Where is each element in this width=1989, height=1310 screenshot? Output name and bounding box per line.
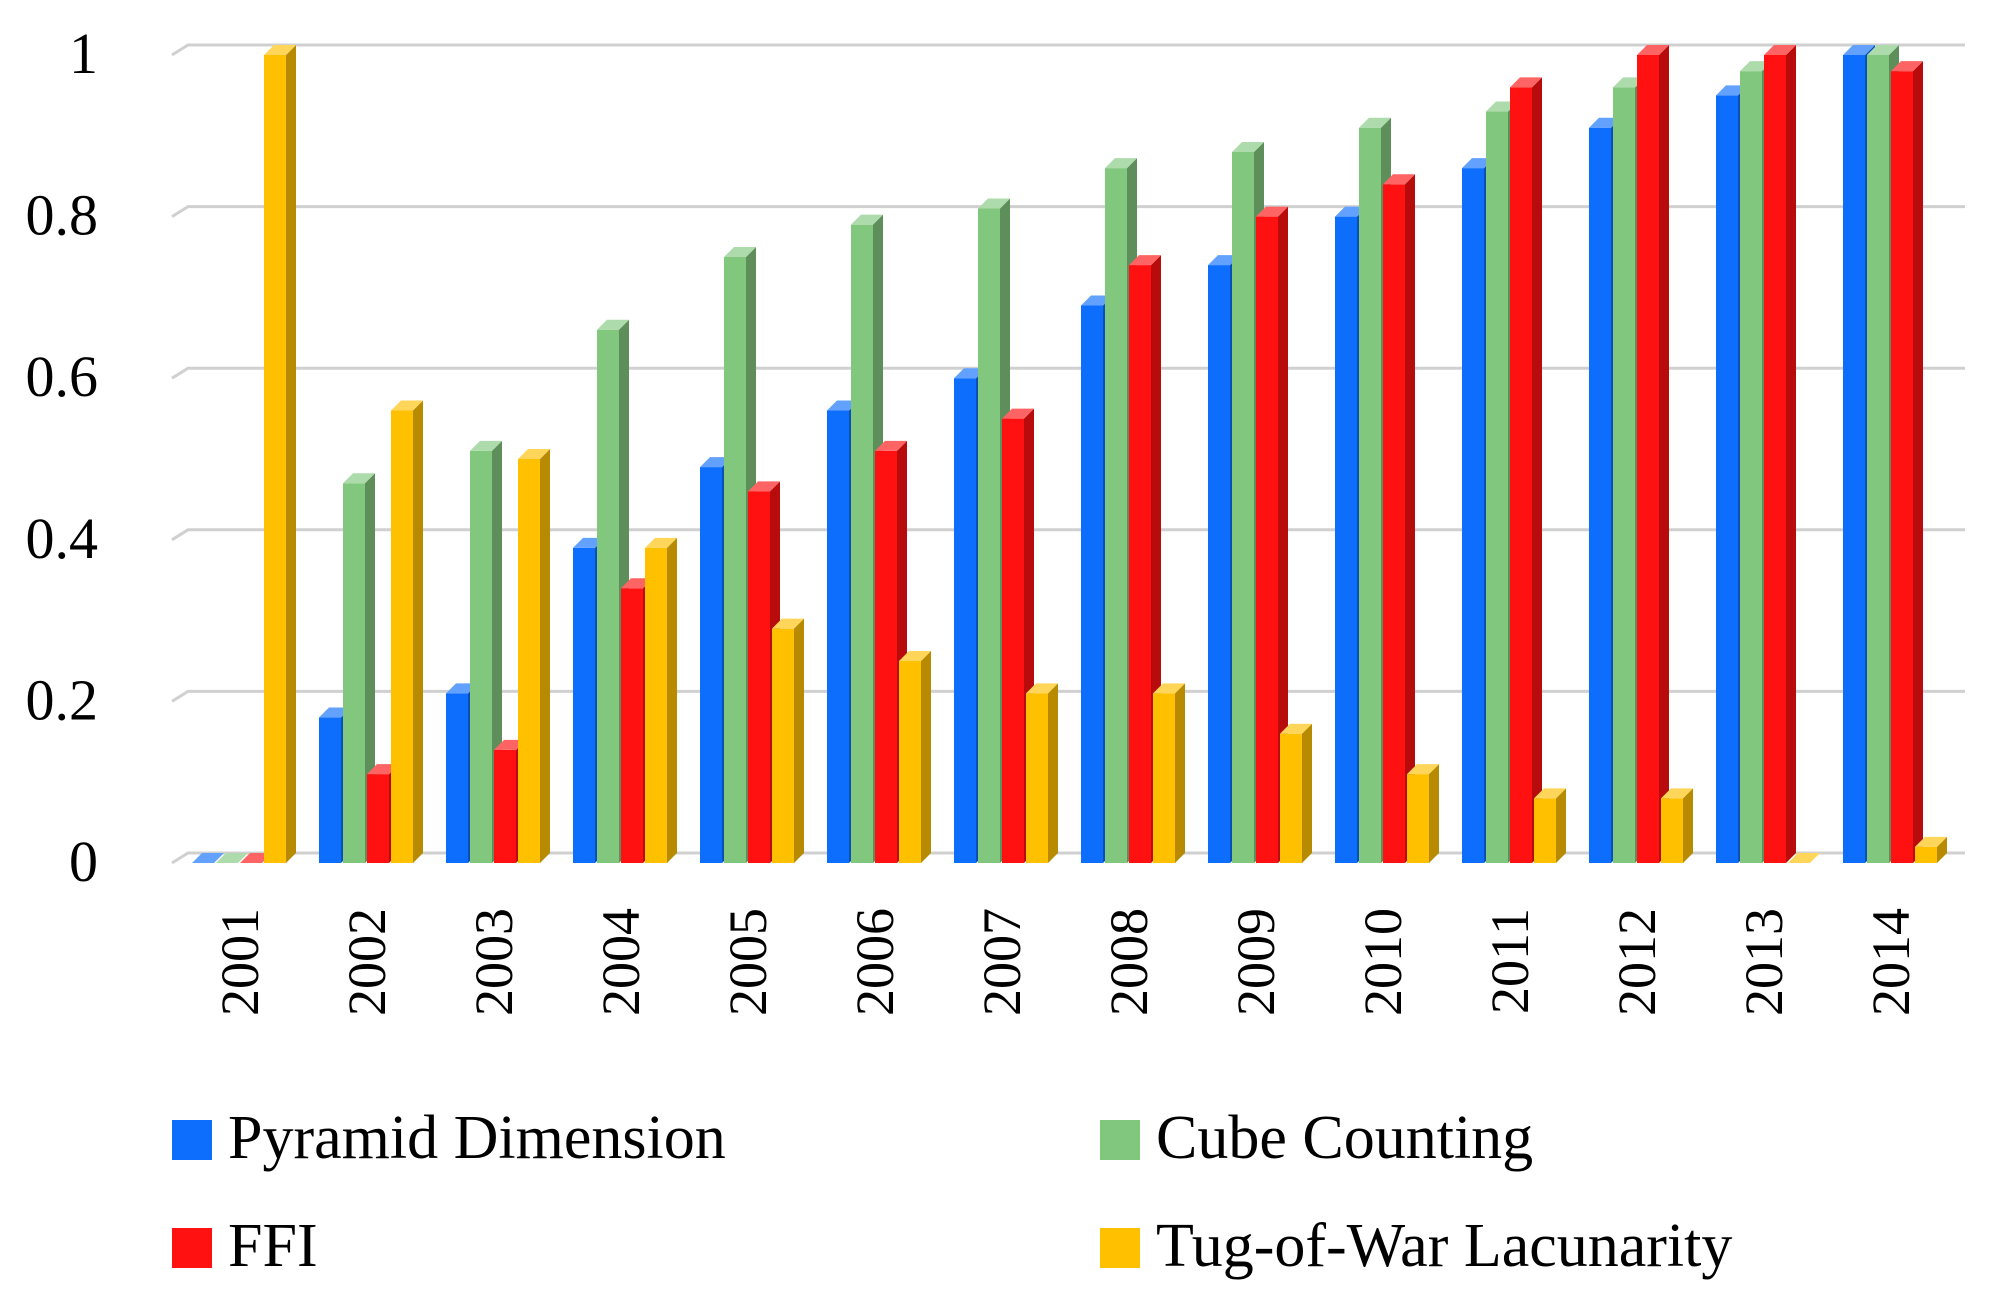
x-tick-label: 2014	[1861, 908, 1921, 1016]
bar	[343, 473, 375, 863]
legend-label: Pyramid Dimension	[228, 1104, 726, 1172]
gridline	[171, 851, 1965, 865]
legend-item: Cube Counting	[1100, 1104, 1533, 1172]
x-tick-label: 2006	[845, 908, 905, 1016]
gridline	[171, 205, 1965, 218]
bar	[264, 45, 296, 863]
y-tick-label: 0.6	[26, 344, 99, 409]
bar	[1661, 788, 1693, 863]
bar	[1764, 45, 1796, 863]
x-tick-label: 2003	[464, 908, 524, 1016]
gridline	[171, 528, 1965, 542]
legend-item: Tug-of-War Lacunarity	[1100, 1212, 1732, 1280]
legend-swatch	[172, 1120, 212, 1160]
gridline	[171, 43, 1965, 57]
bar	[1637, 45, 1669, 863]
bar	[1788, 853, 1820, 863]
grid-layer	[171, 43, 1965, 865]
legend-swatch	[172, 1228, 212, 1268]
bar	[772, 618, 804, 863]
legend-item: Pyramid Dimension	[172, 1104, 726, 1172]
legend-label: Tug-of-War Lacunarity	[1156, 1212, 1732, 1280]
bar	[1256, 206, 1288, 864]
bar	[1891, 61, 1923, 864]
bar	[192, 853, 224, 863]
x-tick-label: 2012	[1607, 908, 1667, 1016]
bar	[1534, 788, 1566, 863]
x-tick-label: 2008	[1099, 908, 1159, 1016]
bar	[1280, 723, 1312, 863]
x-axis-ticks: 2001 2002 2003 2004 2005 2006 2007 2008 2009 2010…	[210, 908, 1921, 1016]
x-tick-label: 2001	[210, 908, 270, 1016]
bar	[216, 853, 248, 863]
y-axis-ticks: 0 0.2 0.4 0.6 0.8 1	[26, 21, 99, 894]
y-tick-label: 0	[69, 829, 98, 894]
x-tick-label: 2011	[1480, 908, 1540, 1014]
bar	[391, 400, 423, 863]
bar	[1026, 683, 1058, 863]
gridline	[171, 689, 1965, 703]
legend-label: FFI	[228, 1212, 318, 1280]
y-tick-label: 1	[69, 21, 98, 86]
bar	[899, 651, 931, 863]
bar	[1407, 764, 1439, 863]
bar	[518, 449, 550, 863]
bar	[1915, 836, 1947, 863]
bar	[1383, 174, 1415, 863]
bar	[1153, 683, 1185, 863]
x-tick-label: 2010	[1353, 908, 1413, 1016]
x-tick-label: 2002	[337, 908, 397, 1016]
legend: Pyramid Dimension Cube Counting FFI Tug-of-…	[172, 1104, 1732, 1280]
legend-swatch	[1100, 1120, 1140, 1160]
bar	[645, 537, 677, 863]
x-tick-label: 2005	[718, 908, 778, 1016]
legend-label: Cube Counting	[1156, 1104, 1533, 1172]
x-tick-label: 2013	[1734, 908, 1794, 1016]
legend-swatch	[1100, 1228, 1140, 1268]
y-tick-label: 0.2	[26, 667, 99, 732]
gridline	[171, 366, 1965, 380]
y-tick-label: 0.4	[26, 506, 99, 571]
x-tick-label: 2009	[1226, 908, 1286, 1016]
x-tick-label: 2007	[972, 908, 1032, 1016]
bar	[1510, 77, 1542, 863]
bars-layer	[192, 45, 1947, 864]
y-tick-label: 0.8	[26, 183, 99, 248]
legend-item: FFI	[172, 1212, 318, 1280]
x-tick-label: 2004	[591, 908, 651, 1016]
